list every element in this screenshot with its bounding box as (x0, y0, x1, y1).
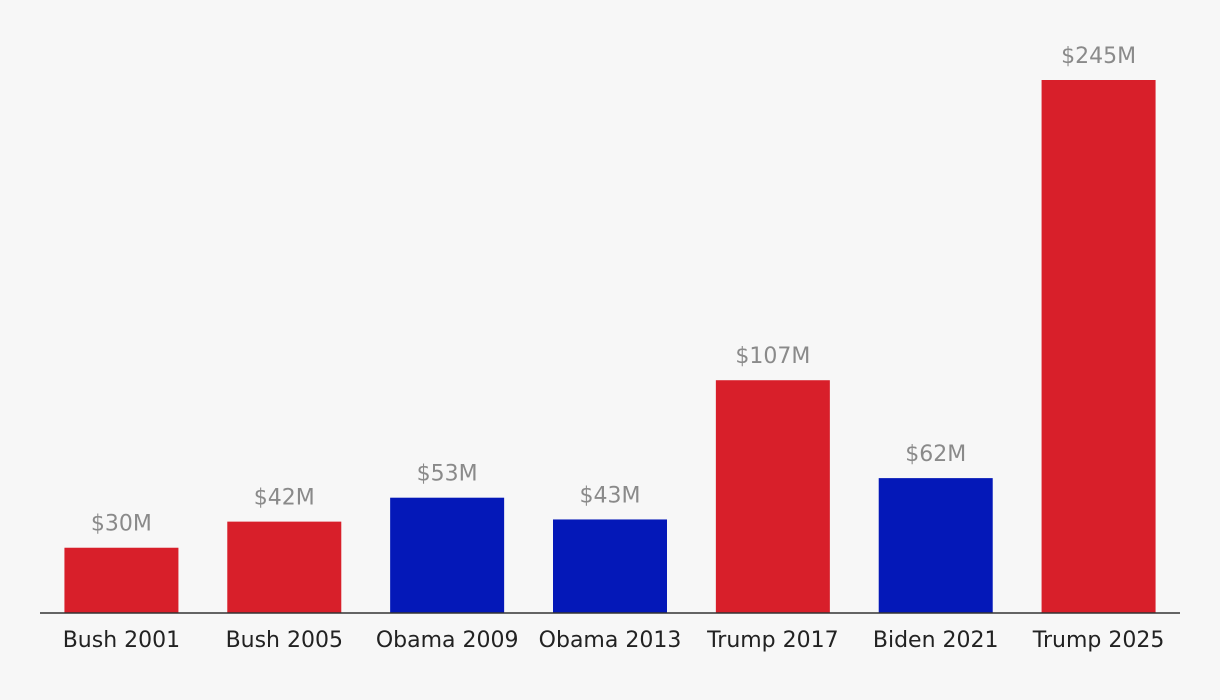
bar-value-label: $42M (254, 486, 315, 511)
value-labels-layer: $30M $42M $53M $43M $107M $62M $245M (91, 44, 1136, 537)
bar (227, 521, 342, 613)
category-label: Trump 2025 (1032, 628, 1165, 653)
bars-layer (64, 80, 1156, 613)
bar (390, 497, 505, 613)
category-label: Obama 2013 (539, 628, 682, 653)
bar-value-label: $53M (417, 462, 478, 487)
bar (878, 478, 993, 613)
category-labels-layer: Bush 2001 Bush 2005 Obama 2009 Obama 2013 Tr… (63, 628, 1165, 653)
bar-value-label: $245M (1061, 44, 1136, 69)
category-label: Trump 2017 (706, 628, 839, 653)
bar (553, 519, 667, 613)
bar-value-label: $62M (905, 442, 966, 467)
category-label: Bush 2005 (226, 628, 343, 653)
bar-value-label: $107M (735, 344, 810, 369)
bar-value-label: $30M (91, 512, 152, 537)
bar (715, 380, 830, 613)
category-label: Bush 2001 (63, 628, 180, 653)
bar (1041, 80, 1156, 613)
bar-value-label: $43M (580, 483, 641, 508)
bar (64, 547, 179, 613)
category-label: Obama 2009 (376, 628, 519, 653)
category-label: Biden 2021 (873, 628, 999, 653)
